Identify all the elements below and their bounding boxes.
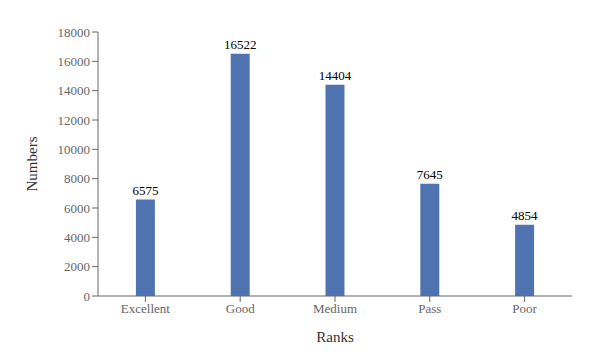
svg-text:16000: 16000	[58, 54, 91, 69]
svg-text:10000: 10000	[58, 142, 91, 157]
svg-text:18000: 18000	[58, 25, 91, 40]
svg-text:14000: 14000	[58, 83, 91, 98]
svg-text:8000: 8000	[64, 171, 90, 186]
svg-text:4000: 4000	[64, 230, 90, 245]
svg-text:4854: 4854	[512, 208, 539, 223]
svg-text:Poor: Poor	[512, 301, 537, 316]
svg-text:Ranks: Ranks	[316, 329, 354, 345]
svg-text:0: 0	[84, 289, 91, 304]
svg-text:7645: 7645	[417, 167, 443, 182]
svg-text:Medium: Medium	[313, 301, 357, 316]
svg-text:6575: 6575	[132, 183, 158, 198]
svg-text:12000: 12000	[58, 113, 91, 128]
svg-text:Numbers: Numbers	[24, 136, 40, 191]
svg-text:Excellent: Excellent	[121, 301, 170, 316]
svg-text:16522: 16522	[224, 37, 257, 52]
svg-text:2000: 2000	[64, 259, 90, 274]
svg-text:Good: Good	[226, 301, 255, 316]
svg-text:6000: 6000	[64, 201, 90, 216]
svg-text:14404: 14404	[319, 68, 352, 83]
svg-text:Pass: Pass	[418, 301, 441, 316]
